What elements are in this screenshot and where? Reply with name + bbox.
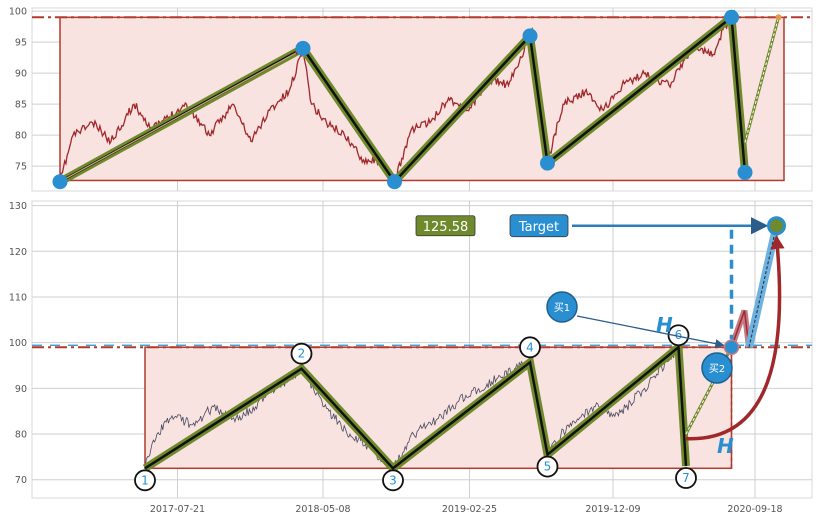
bottom-ytick-label: 130 xyxy=(9,201,27,212)
pivot-label-5: 5 xyxy=(536,455,559,478)
top-pivot-marker-6 xyxy=(724,9,739,25)
x-tick-label: 2019-02-25 xyxy=(442,504,497,515)
target-label-badge: Target xyxy=(509,214,569,238)
height-label-upper: H xyxy=(656,313,673,337)
pivot-label-7: 7 xyxy=(675,467,697,489)
x-tick-label: 2018-05-08 xyxy=(295,504,350,515)
pivot-circle xyxy=(536,455,559,478)
target-value-text: 125.58 xyxy=(423,220,469,235)
x-tick-label: 2019-12-09 xyxy=(585,504,640,515)
pivot-circle xyxy=(290,342,313,365)
height-label-lower: H xyxy=(717,434,734,458)
pivot-number: 3 xyxy=(389,473,397,487)
top-ytick-label: 85 xyxy=(15,100,27,111)
pullback-inner xyxy=(730,310,750,348)
bottom-ytick-label: 110 xyxy=(9,292,27,303)
bottom-pattern-inner xyxy=(144,344,688,470)
target-projection-dashes xyxy=(748,225,778,348)
bottom-ytick-label: 120 xyxy=(9,247,27,258)
target-value-box xyxy=(415,215,476,237)
top-projection-dashes xyxy=(744,17,779,143)
bottom-price-line xyxy=(144,345,687,473)
bottom-panel: 2017-07-21 2018-05-08 2019-02-25 2019-12-09… xyxy=(9,200,813,515)
top-projection-end xyxy=(775,14,782,21)
bottom-ytick-label: 90 xyxy=(15,384,27,395)
pivot-circle xyxy=(519,336,541,359)
top-panel: 75 80 85 90 95 100 xyxy=(9,7,813,192)
top-pivot-marker-4 xyxy=(522,28,538,44)
top-pivot-marker-1 xyxy=(52,174,68,190)
top-ytick-label: 75 xyxy=(15,162,27,173)
target-value-badge: 125.58 xyxy=(415,215,476,237)
projection-curve-arrow xyxy=(685,234,785,441)
pivot-label-1: 1 xyxy=(134,469,156,492)
target-label-text: Target xyxy=(518,220,559,235)
pivot-circle xyxy=(382,469,404,492)
pivot-number: 6 xyxy=(675,328,683,342)
pivot-circle xyxy=(667,324,690,347)
bottom-ytick-label: 80 xyxy=(15,430,27,441)
pivot-circle xyxy=(675,467,697,489)
bottom-ytick-label: 70 xyxy=(15,475,27,486)
top-ytick-label: 100 xyxy=(9,7,27,18)
top-ytick-label: 80 xyxy=(15,131,27,142)
pivot-circle xyxy=(134,469,156,492)
pivot-label-3: 3 xyxy=(382,469,404,492)
bottom-ytick-label: 100 xyxy=(9,338,27,349)
target-marker xyxy=(767,216,786,236)
breakout-marker xyxy=(723,339,740,355)
pivot-label-2: 2 xyxy=(290,342,313,365)
top-ytick-label: 95 xyxy=(15,38,27,49)
buy2-badge: 买2 xyxy=(701,352,733,384)
pivot-label-6: 6 xyxy=(667,324,690,347)
top-pivot-marker-3 xyxy=(387,174,402,190)
top-ytick-label: 90 xyxy=(15,69,27,80)
pivot-number: 4 xyxy=(526,340,534,354)
pivot-label-4: 4 xyxy=(519,336,541,359)
top-pivot-marker-2 xyxy=(295,40,311,56)
pivot-number: 7 xyxy=(682,471,690,485)
top-first-leg-arrow xyxy=(59,50,300,183)
buy1-arrow xyxy=(576,315,725,349)
top-pivot-marker-7 xyxy=(737,164,753,180)
target-label-box xyxy=(509,214,569,238)
x-tick-label: 2017-07-21 xyxy=(150,504,205,515)
x-tick-label: 2020-09-18 xyxy=(727,504,782,515)
pivot-number: 1 xyxy=(141,473,149,487)
pivot-number: 5 xyxy=(544,460,552,474)
top-pivot-marker-5 xyxy=(540,155,555,171)
buy2-circle xyxy=(701,352,733,384)
buy1-badge: 买1 xyxy=(546,291,725,349)
buy1-circle xyxy=(546,291,578,323)
buy2-text: 买2 xyxy=(709,363,725,375)
pivot-number: 2 xyxy=(298,347,306,361)
buy1-text: 买1 xyxy=(554,302,570,314)
